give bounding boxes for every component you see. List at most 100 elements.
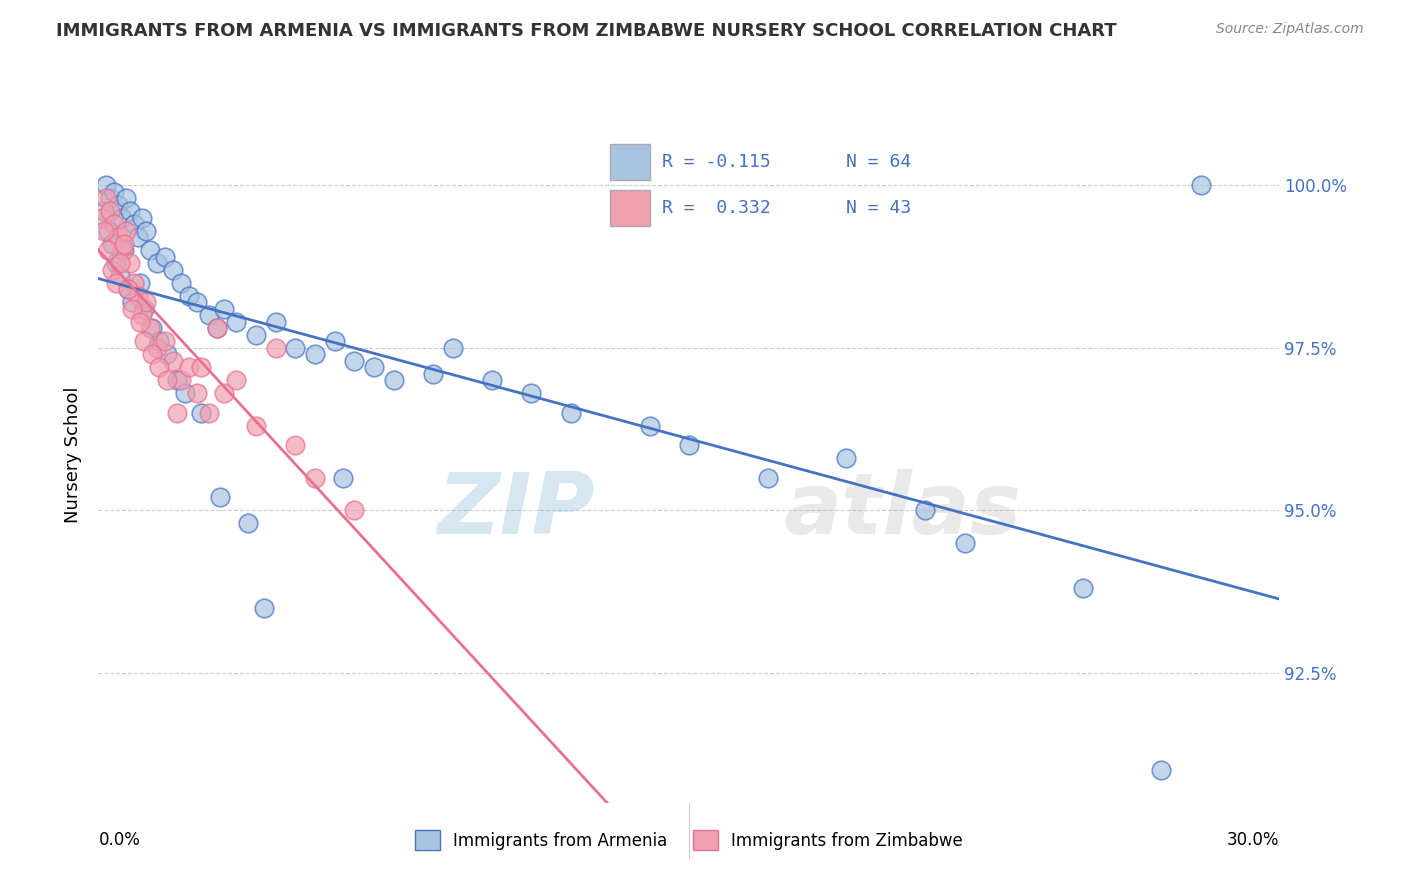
Point bbox=[138, 321, 160, 335]
Point bbox=[205, 321, 228, 335]
Text: Source: ZipAtlas.com: Source: ZipAtlas.com bbox=[1216, 22, 1364, 37]
Point bbox=[638, 418, 661, 433]
Point bbox=[560, 406, 582, 420]
Text: N = 43: N = 43 bbox=[846, 199, 911, 217]
Text: 0.0%: 0.0% bbox=[98, 830, 141, 848]
Point bbox=[127, 230, 149, 244]
Point bbox=[97, 243, 120, 257]
Point bbox=[122, 217, 145, 231]
Point bbox=[205, 321, 228, 335]
Point bbox=[117, 282, 139, 296]
Point bbox=[105, 256, 128, 270]
Point bbox=[141, 347, 163, 361]
Text: IMMIGRANTS FROM ARMENIA VS IMMIGRANTS FROM ZIMBABWE NURSERY SCHOOL CORRELATION C: IMMIGRANTS FROM ARMENIA VS IMMIGRANTS FR… bbox=[56, 22, 1116, 40]
Point bbox=[170, 373, 193, 387]
Point bbox=[155, 250, 177, 264]
Point bbox=[520, 386, 543, 401]
Text: 30.0%: 30.0% bbox=[1227, 830, 1279, 848]
Y-axis label: Nursery School: Nursery School bbox=[65, 386, 83, 524]
Point bbox=[156, 347, 179, 361]
Point bbox=[170, 276, 193, 290]
Point bbox=[253, 600, 276, 615]
Point bbox=[98, 191, 121, 205]
Point bbox=[174, 386, 197, 401]
Point bbox=[122, 276, 145, 290]
Point bbox=[304, 471, 326, 485]
Point bbox=[481, 373, 503, 387]
Point bbox=[214, 301, 236, 316]
Point bbox=[441, 341, 464, 355]
Point bbox=[131, 211, 153, 225]
Point bbox=[101, 236, 124, 251]
Point bbox=[177, 360, 200, 375]
Point bbox=[146, 256, 169, 270]
Point bbox=[128, 315, 150, 329]
Point bbox=[121, 295, 143, 310]
Legend: Immigrants from Armenia, Immigrants from Zimbabwe: Immigrants from Armenia, Immigrants from… bbox=[408, 823, 970, 857]
Point bbox=[756, 471, 779, 485]
Point bbox=[162, 353, 184, 368]
Point bbox=[96, 178, 118, 192]
Point bbox=[332, 471, 354, 485]
Point bbox=[264, 341, 287, 355]
Point bbox=[1150, 764, 1173, 778]
Point bbox=[135, 295, 157, 310]
Point bbox=[1189, 178, 1212, 192]
Point bbox=[93, 224, 115, 238]
Point bbox=[107, 197, 129, 211]
Point bbox=[835, 451, 858, 466]
Point bbox=[128, 276, 150, 290]
Point bbox=[141, 321, 163, 335]
Point bbox=[343, 503, 366, 517]
Text: R =  0.332: R = 0.332 bbox=[662, 199, 770, 217]
Point bbox=[115, 224, 138, 238]
Point bbox=[209, 490, 232, 504]
Point bbox=[166, 373, 188, 387]
Point bbox=[186, 295, 208, 310]
FancyBboxPatch shape bbox=[610, 190, 650, 226]
Point bbox=[115, 191, 138, 205]
FancyBboxPatch shape bbox=[610, 145, 650, 180]
Point bbox=[1071, 581, 1094, 595]
Point bbox=[225, 315, 247, 329]
Point bbox=[111, 211, 134, 225]
Point bbox=[245, 327, 267, 342]
Point bbox=[97, 224, 120, 238]
Text: ZIP: ZIP bbox=[437, 469, 595, 552]
Point bbox=[127, 288, 149, 302]
Point bbox=[111, 243, 134, 257]
Point bbox=[422, 367, 444, 381]
Point bbox=[953, 535, 976, 549]
Point bbox=[264, 315, 287, 329]
Point bbox=[156, 373, 179, 387]
Point bbox=[245, 418, 267, 433]
Point bbox=[363, 360, 385, 375]
Point bbox=[117, 282, 139, 296]
Point bbox=[93, 204, 115, 219]
Point bbox=[343, 353, 366, 368]
Point bbox=[284, 438, 307, 452]
Point bbox=[148, 360, 170, 375]
Point bbox=[108, 256, 131, 270]
Point bbox=[197, 406, 219, 420]
Point bbox=[105, 276, 128, 290]
Point bbox=[155, 334, 177, 348]
Point bbox=[225, 373, 247, 387]
Point bbox=[112, 236, 135, 251]
Point bbox=[323, 334, 346, 348]
Point bbox=[103, 185, 125, 199]
Point bbox=[197, 308, 219, 322]
Point bbox=[91, 211, 114, 225]
Text: N = 64: N = 64 bbox=[846, 153, 911, 171]
Point bbox=[118, 256, 141, 270]
Point bbox=[284, 341, 307, 355]
Point bbox=[98, 204, 121, 219]
Point bbox=[138, 243, 160, 257]
Point bbox=[678, 438, 700, 452]
Point bbox=[103, 217, 125, 231]
Point bbox=[304, 347, 326, 361]
Point bbox=[914, 503, 936, 517]
Point bbox=[177, 288, 200, 302]
Point bbox=[382, 373, 405, 387]
Point bbox=[112, 243, 135, 257]
